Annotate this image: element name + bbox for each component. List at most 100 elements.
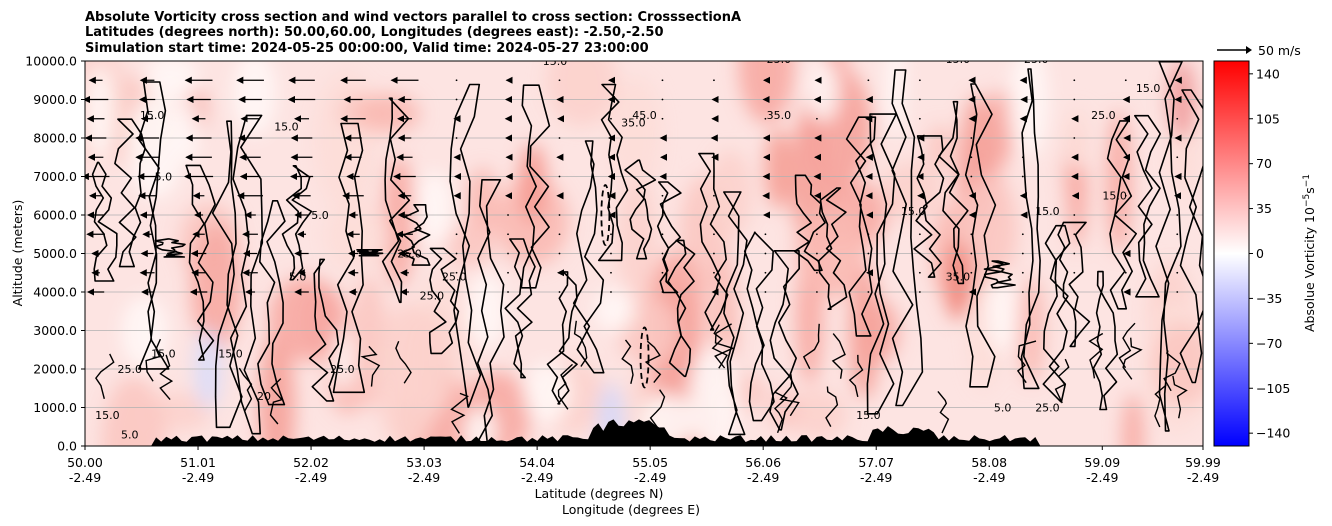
contour-label: 15.0: [151, 347, 176, 360]
contour-label: 35.0: [621, 116, 646, 129]
contour-line: [1118, 322, 1136, 369]
y-tick-label: 3000.0: [33, 323, 77, 338]
contour-line: [137, 81, 170, 370]
wind-vector: [970, 175, 973, 178]
x-tick-label-lon: -2.49: [634, 470, 666, 485]
quiver-key: 50 m/s: [1217, 43, 1301, 58]
x-tick-label-lat: 51.01: [180, 455, 216, 470]
contour-line: [450, 392, 469, 434]
colorbar-label: Absolue Vorticity 10−5s−1: [1302, 174, 1317, 332]
colorbar-gradient: [1213, 60, 1250, 447]
contour-line: [769, 250, 800, 431]
contour-line: [714, 323, 735, 369]
x-tick-label-lon: -2.49: [973, 470, 1005, 485]
contour-line: [520, 84, 551, 289]
contour-line: [1163, 350, 1181, 392]
wind-vector: [867, 233, 870, 236]
contour-line: [891, 69, 924, 407]
wind-vector: [558, 233, 561, 236]
y-tick-label: 0.0: [57, 439, 77, 454]
x-tick-label-lat: 53.03: [406, 455, 442, 470]
wind-vector: [764, 233, 767, 236]
colorbar-tick-label: 35: [1256, 201, 1272, 216]
contour-line: [937, 390, 950, 434]
contour-line: [504, 238, 536, 379]
quiver-key-arrowhead: [1246, 46, 1252, 54]
wind-vector: [918, 252, 921, 255]
wind-vector: [816, 233, 818, 236]
contour-line: [557, 363, 573, 410]
contour-line: [257, 200, 286, 406]
wind-vector: [1176, 252, 1179, 255]
wind-vector: [1073, 98, 1076, 101]
chart-title: Absolute Vorticity cross section and win…: [85, 10, 741, 56]
contour-line: [1054, 358, 1070, 404]
wind-vector: [661, 117, 664, 120]
contour-label: 15.0: [1035, 205, 1060, 218]
colorbar-tick-label: −35: [1256, 291, 1282, 306]
wind-vector: [970, 137, 973, 139]
wind-vector: [661, 194, 664, 197]
contour-line: [1154, 384, 1167, 428]
wind-vector: [1176, 117, 1179, 120]
contour-line: [598, 83, 629, 262]
wind-vector: [1176, 291, 1179, 293]
wind-vector: [918, 214, 921, 216]
colorbar-tick-label: 70: [1256, 156, 1272, 171]
wind-vector: [610, 291, 612, 293]
wind-vector: [1021, 233, 1024, 236]
wind-vector: [558, 214, 561, 216]
contour-label: 15.0: [1136, 82, 1161, 95]
x-tick-label-lon: -2.49: [182, 470, 214, 485]
wind-vector: [970, 233, 973, 236]
x-tick-label-lon: -2.49: [747, 470, 779, 485]
colorbar-tick-label: −70: [1256, 336, 1282, 351]
wind-vector: [455, 271, 458, 274]
wind-vector: [816, 252, 818, 255]
x-tick-label-lat: 59.99: [1185, 455, 1221, 470]
wind-vector: [661, 79, 664, 82]
wind-vector: [661, 291, 664, 293]
wind-vector: [1073, 291, 1076, 293]
y-tick-label: 8000.0: [33, 131, 77, 146]
wind-vector: [507, 214, 509, 216]
contour-line: [621, 339, 634, 384]
contour-line: [360, 345, 381, 387]
contour-line: [913, 135, 945, 278]
wind-vector: [764, 252, 767, 255]
x-tick-label-lat: 54.04: [519, 455, 555, 470]
contour-line: [698, 152, 729, 331]
wind-vector: [1073, 214, 1076, 216]
y-tick-label: 6000.0: [33, 208, 77, 223]
contour-line: [269, 378, 284, 425]
contour-label: 25.0: [118, 363, 143, 376]
y-tick-label: 1000.0: [33, 400, 77, 415]
contour-line: [831, 333, 846, 379]
x-axis-label-lat: Latitude (degrees N): [535, 486, 664, 501]
contour-line: [145, 338, 162, 382]
contour-label: 5.0: [155, 170, 173, 183]
wind-vector: [1073, 79, 1076, 82]
wind-vector: [867, 252, 870, 255]
contour-line: [154, 238, 186, 258]
contour-label: 20: [257, 390, 271, 403]
x-tick-label-lat: 58.08: [971, 455, 1007, 470]
wind-vector: [1021, 175, 1024, 178]
contour-label: 5.0: [121, 428, 139, 441]
colorbar-tick-label: −105: [1256, 381, 1290, 396]
contour-line: [793, 174, 826, 272]
wind-vector: [455, 252, 458, 255]
wind-vector: [661, 98, 664, 101]
contour-line: [1106, 120, 1137, 310]
contour-line: [356, 249, 384, 257]
wind-vector: [918, 79, 921, 82]
wind-vector: [610, 271, 612, 274]
contour-line: [774, 391, 788, 434]
contour-line: [779, 374, 800, 417]
x-tick-label-lon: -2.49: [1086, 470, 1118, 485]
x-tick-label-lat: 55.05: [632, 455, 668, 470]
wind-vector: [455, 137, 458, 139]
contour-line: [381, 97, 411, 304]
wind-vectors: [85, 76, 1182, 296]
x-tick-label-lat: 57.07: [858, 455, 894, 470]
